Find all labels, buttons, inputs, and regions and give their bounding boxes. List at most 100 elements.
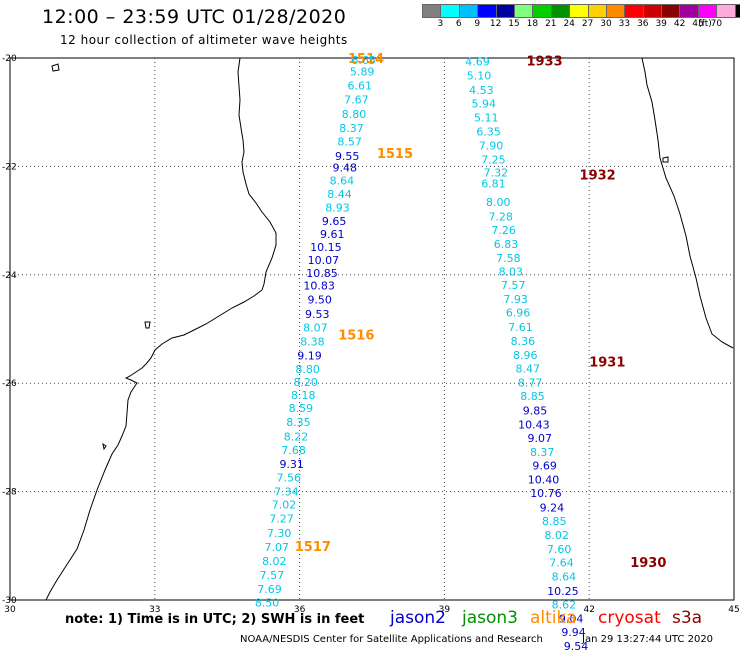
wave-height-value: 10.83 [303, 280, 335, 293]
wave-height-value: 10.15 [310, 241, 342, 254]
legend-tick-label: 33 [618, 19, 631, 29]
wave-height-value: 10.25 [547, 585, 579, 598]
legend-swatch [697, 4, 717, 18]
wave-height-value: 8.57 [337, 135, 362, 148]
wave-height-value: 7.68 [281, 444, 306, 457]
legend-swatch [458, 4, 478, 18]
lat-tick-label: -28 [2, 488, 17, 498]
wave-height-value: 9.65 [322, 215, 347, 228]
wave-height-value: 9.54 [564, 640, 589, 650]
legend-swatch [642, 4, 662, 18]
wave-height-value: 7.30 [267, 527, 292, 540]
legend-tick-label: 27 [581, 19, 594, 29]
coast-islet-1 [51, 63, 60, 72]
legend-swatch [661, 4, 680, 18]
wave-height-value: 8.80 [295, 363, 320, 376]
coast-islet-4 [144, 321, 151, 329]
legend-swatch [440, 4, 459, 18]
lon-tick-label: 36 [294, 605, 306, 615]
legend-swatch [477, 4, 496, 18]
pass-number-label: 1515 [377, 147, 413, 162]
lon-tick-label: 30 [4, 605, 16, 615]
pass-number-label: 1930 [630, 556, 666, 571]
wave-height-value: 8.64 [330, 174, 355, 187]
lon-tick-label: 33 [149, 605, 160, 615]
wave-height-value: 8.38 [300, 335, 325, 348]
wave-height-value: 8.37 [530, 446, 555, 459]
legend-tick-label: 30 [600, 19, 612, 29]
wave-height-value: 8.22 [284, 430, 309, 443]
pass-number-label: 1933 [526, 55, 562, 70]
track-east: 4.695.10 4.535.945.116.357.907.257.326.81… [465, 55, 588, 650]
wave-height-value: 8.03 [499, 266, 524, 279]
legend-tick-label: 18 [526, 19, 539, 29]
wave-height-value: 8.07 [303, 321, 328, 334]
lat-tick-label: -22 [2, 162, 17, 172]
sat-cryosat-label: cryosat [598, 608, 661, 628]
wave-height-value: 7.57 [501, 279, 526, 292]
wave-height-value: 7.64 [549, 557, 574, 570]
footer-note: note: 1) Time is in UTC; 2) SWH is in fe… [65, 612, 365, 627]
coast-islet-3 [102, 442, 107, 451]
wave-height-value: 10.40 [528, 474, 560, 487]
madagascar-coastline [641, 57, 734, 349]
legend-tick-label: 9 [474, 19, 481, 29]
legend-swatch [679, 4, 698, 18]
wave-height-value: 7.58 [496, 252, 521, 265]
pass-number-label: 1516 [338, 328, 374, 343]
wave-height-value: 4.69 [465, 55, 490, 68]
wave-height-value: 9.04 [559, 612, 584, 625]
wave-height-value: 6.61 [348, 80, 373, 93]
wave-height-value: 9.53 [305, 308, 330, 321]
legend-tick-label: 24 [563, 19, 575, 29]
track-west: 6.655.896.617.678.808.378.579.559.488.64… [255, 54, 376, 610]
legend-swatch [422, 4, 441, 18]
legend-tick-label: 39 [655, 19, 667, 29]
wave-height-value: 8.62 [552, 598, 577, 611]
wave-height-value: 8.64 [552, 571, 577, 584]
wave-height-value: 10.76 [530, 487, 562, 500]
legend-swatch [716, 4, 735, 18]
legend-tick-label: 6 [455, 19, 462, 29]
wave-height-value: 8.37 [339, 122, 364, 135]
legend-tick-label: 36 [637, 19, 649, 29]
wave-height-value: 9.94 [561, 626, 586, 639]
wave-height-value: 8.20 [293, 376, 318, 389]
wave-height-value: 8.35 [286, 416, 311, 429]
sat-jason2-label: jason2 [390, 608, 446, 628]
legend-tick-label: 15 [508, 19, 520, 29]
wave-height-value: 8.59 [289, 402, 314, 415]
wave-height-value: 8.02 [544, 529, 569, 542]
wave-height-value: 9.55 [335, 150, 360, 163]
wave-height-value: 7.34 [274, 486, 299, 499]
wave-height-value: 8.36 [511, 335, 536, 348]
lon-tick-label: 42 [583, 605, 594, 615]
wave-height-value: 8.44 [327, 188, 352, 201]
wave-height-value: 7.56 [277, 472, 302, 485]
legend-tick-label: 45 [692, 19, 704, 29]
wave-height-value: 8.85 [520, 390, 545, 403]
pass-labels: 1514 1515 1516 1517 1933 1932 1931 1930 [295, 52, 667, 571]
wave-height-value: 8.00 [486, 196, 511, 209]
wave-height-value: 6.81 [481, 178, 506, 191]
coast-islet-2 [662, 156, 669, 163]
page-title: 12:00 – 23:59 UTC 01/28/2020 [42, 6, 347, 28]
wave-height-value: 7.26 [491, 224, 516, 237]
legend-tick-label: 70 [710, 19, 723, 29]
wave-height-value: 5.89 [350, 66, 375, 79]
wave-height-value: 7.25 [481, 153, 506, 166]
wave-height-value: 8.80 [342, 108, 367, 121]
wave-height-value: 7.57 [260, 569, 285, 582]
wave-height-value: 5.10 [467, 69, 492, 82]
wave-height-value: 6.83 [494, 238, 519, 251]
wave-height-value: 8.85 [542, 515, 567, 528]
wave-height-value: 9.50 [307, 294, 332, 307]
pass-number-label: 1517 [295, 540, 331, 555]
wave-height-value: 6.65 [351, 54, 376, 67]
map-border [9, 57, 735, 601]
wave-height-value: 7.07 [264, 541, 289, 554]
wave-height-value: 9.85 [523, 404, 548, 417]
legend-swatch [550, 4, 570, 18]
pass-number-label: 1932 [580, 169, 616, 184]
